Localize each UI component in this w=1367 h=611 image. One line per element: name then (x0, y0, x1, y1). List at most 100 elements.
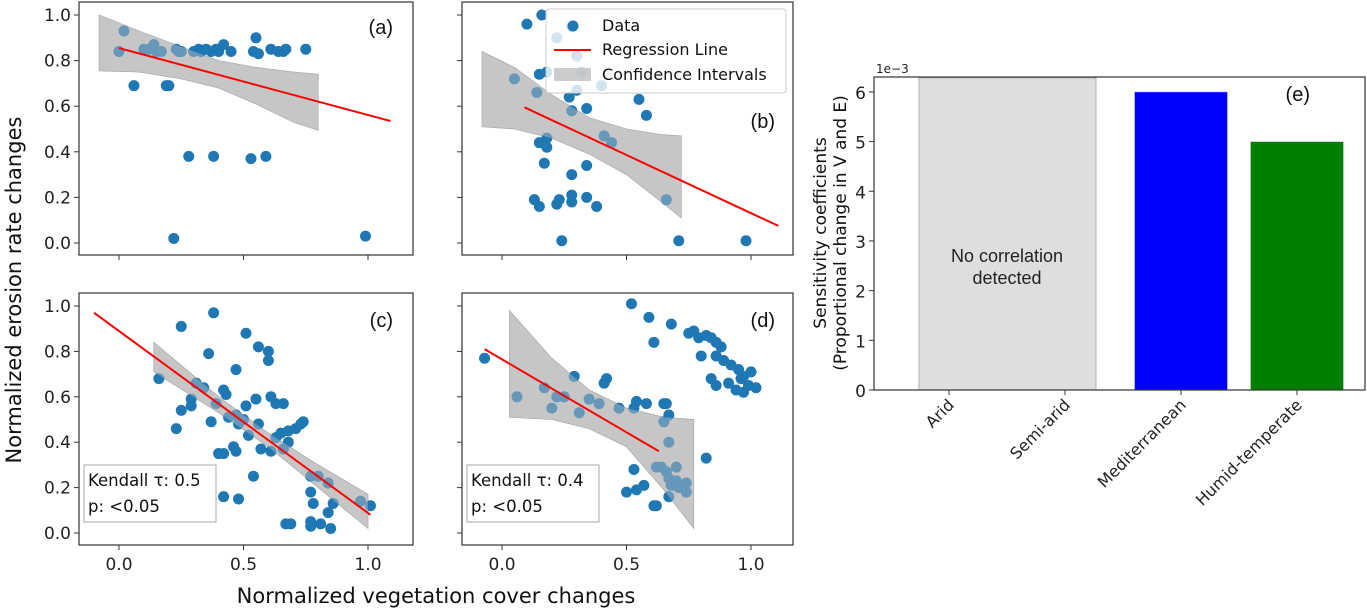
data-point (183, 150, 195, 162)
panel-c: 0.0 0.5 1.0 0.0 0.2 0.4 0.6 0.8 1.0 (c) Kendall τ:… (44, 292, 414, 575)
y-tick-label: 3 (855, 233, 866, 253)
shared-y-axis-label: Normalized erosion rate changes (2, 117, 26, 464)
data-point (643, 311, 655, 323)
panel-a: 0.0 0.2 0.4 0.6 0.8 1.0 (a) (44, 1, 414, 260)
y-tick-label: 5 (855, 134, 866, 154)
data-point (240, 400, 252, 412)
data-point (566, 196, 578, 208)
data-point (360, 230, 372, 242)
p-value-text: p: <0.05 (88, 497, 160, 516)
data-point (583, 393, 595, 405)
data-point (660, 194, 672, 206)
regression-line (484, 348, 660, 453)
data-point (260, 150, 272, 162)
data-point (280, 43, 292, 55)
y-tick-label: 6 (855, 84, 866, 104)
data-point (541, 141, 553, 153)
panel-tag: (a) (369, 17, 393, 39)
data-point (208, 307, 220, 319)
data-point (285, 518, 297, 530)
axes-frame (461, 1, 794, 256)
p-value-text: p: <0.05 (471, 497, 543, 516)
panel-b: (b) (457, 1, 794, 260)
data-point (242, 429, 254, 441)
shared-x-axis-label: Normalized vegetation cover changes (237, 584, 636, 608)
data-point (566, 169, 578, 181)
data-point (660, 398, 672, 410)
data-point (531, 87, 543, 99)
data-point (541, 132, 553, 144)
data-point (598, 130, 610, 142)
data-point (566, 105, 578, 117)
data-point (640, 398, 652, 410)
y-axis-label-line2: (Proportional change in V and E) (831, 95, 851, 371)
data-point (628, 463, 640, 475)
legend-ci-label: Confidence Intervals (602, 65, 767, 84)
data-point (715, 341, 727, 353)
panel-d: 0.0 0.5 1.0 (d) Kendall τ: 0.4 p: <0.05 (457, 292, 794, 575)
data-point (538, 157, 550, 169)
data-point (650, 500, 662, 512)
y-tick-label: 0.8 (44, 52, 71, 72)
data-point (723, 377, 735, 389)
x-tick-label-semi-arid: Semi-arid (1006, 395, 1074, 463)
data-point (680, 477, 692, 489)
data-point (511, 391, 523, 403)
y-tick-label: 1.0 (44, 6, 71, 26)
data-point (479, 352, 491, 364)
data-point (203, 348, 215, 360)
x-tick-label-arid: Arid (922, 395, 958, 431)
data-point (670, 461, 682, 473)
data-point (250, 32, 262, 44)
data-point (220, 389, 232, 401)
data-point (218, 491, 230, 503)
data-point (252, 341, 264, 353)
y-tick-label: 0.8 (44, 342, 71, 362)
data-point (556, 235, 568, 247)
y-axis-label-line1: Sensitivity coefficients (811, 137, 831, 329)
data-point (208, 150, 220, 162)
y-tick-label: 1 (855, 332, 866, 352)
data-point (175, 45, 187, 57)
axes-frame (873, 76, 1366, 391)
y-tick-label: 0.0 (44, 234, 71, 254)
data-point (563, 91, 575, 103)
data-point (663, 436, 675, 448)
data-point (252, 48, 264, 60)
data-point (238, 414, 249, 425)
data-point (168, 232, 180, 244)
data-point (297, 416, 309, 428)
data-point (581, 159, 593, 171)
legend-regression-label: Regression Line (602, 40, 728, 59)
data-point (218, 39, 230, 51)
data-point (305, 520, 317, 532)
data-point (573, 407, 585, 419)
y-tick-label: 0.0 (44, 524, 71, 544)
no-correlation-note-line2: detected (972, 268, 1041, 288)
bar-mediterranean (1134, 91, 1228, 391)
data-point (593, 398, 605, 410)
data-point (230, 364, 242, 376)
data-point (327, 497, 339, 509)
legend-ci-swatch (554, 68, 591, 81)
data-point (277, 443, 289, 455)
x-tick-label: 0.0 (488, 555, 515, 575)
data-point (250, 393, 262, 405)
data-point (743, 379, 755, 391)
no-correlation-region (918, 77, 1097, 391)
data-point (680, 486, 692, 498)
panel-tag: (c) (370, 310, 393, 332)
data-point (255, 443, 267, 455)
data-point (700, 452, 712, 464)
data-point (640, 109, 652, 121)
y-tick-label: 1.0 (44, 297, 71, 317)
data-point (630, 395, 642, 407)
y-tick-label: 0.4 (44, 433, 71, 453)
data-point (277, 398, 289, 410)
data-point (591, 201, 603, 213)
data-point (613, 402, 625, 414)
data-point (262, 345, 274, 357)
data-point (735, 373, 747, 385)
